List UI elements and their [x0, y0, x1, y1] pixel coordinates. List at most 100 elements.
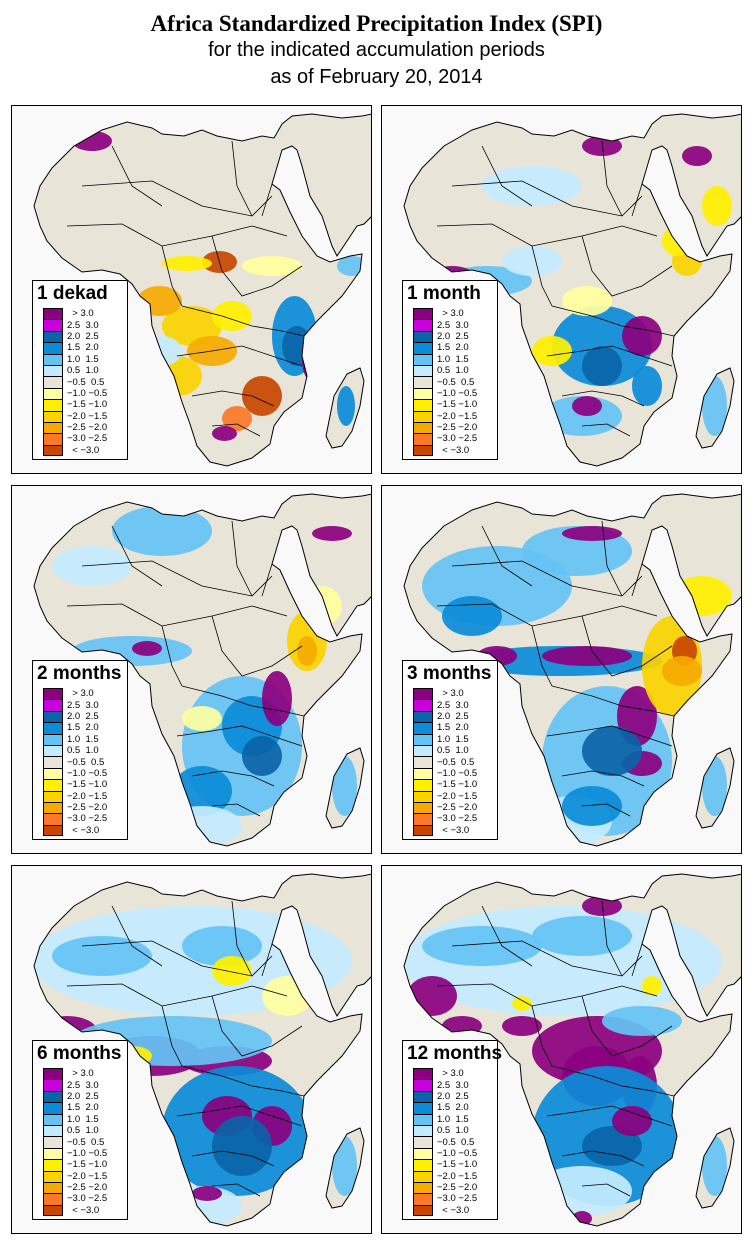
legend-entry: −2.5 −2.0 [413, 801, 493, 814]
legend-label: −1.0 −0.5 [67, 387, 108, 399]
legend-entry: > 3.0 [43, 1068, 123, 1080]
spi-anomaly-region [532, 1166, 632, 1216]
spi-anomaly-region [582, 1126, 642, 1166]
legend-swatch [43, 1090, 63, 1103]
country-border [176, 1105, 303, 1127]
spi-panel: 12 months > 3.0 2.5 3.0 2.0 2.5 1.5 2.0 1.0 … [381, 865, 742, 1234]
legend-swatch [43, 790, 63, 802]
legend-label: −0.5 0.5 [67, 1136, 105, 1148]
legend-swatch [43, 722, 63, 734]
legend-entry: 2.5 3.0 [43, 699, 123, 711]
country-border [546, 725, 673, 747]
country-border [111, 905, 163, 967]
spi-anomaly-region [662, 226, 692, 256]
spi-anomaly-region [632, 366, 662, 406]
legend-label: 1.0 1.5 [437, 733, 469, 745]
legend-label: 2.5 3.0 [437, 1079, 469, 1091]
country-border [161, 625, 183, 687]
madagascar-coastline [325, 367, 365, 449]
country-border [546, 345, 673, 367]
legend-entry: 2.5 3.0 [43, 319, 123, 331]
legend-entry: −2.0 −1.5 [413, 1170, 493, 1182]
legend-entry: −2.0 −1.5 [43, 410, 123, 422]
legend-label: 2.5 3.0 [67, 1079, 99, 1091]
legend-label: −1.0 −0.5 [437, 767, 478, 779]
legend-entry: −3.0 −2.5 [43, 813, 123, 825]
legend-label: −0.5 0.5 [67, 756, 105, 768]
legend-swatch [413, 399, 433, 411]
spi-anomaly-region [702, 1136, 727, 1196]
legend-entry: −0.5 0.5 [413, 1136, 493, 1148]
legend-label: 1.5 2.0 [67, 342, 99, 354]
legend-label: −1.0 −0.5 [437, 387, 478, 399]
legend-entry: −2.0 −1.5 [413, 790, 493, 802]
legend-label: −3.0 −2.5 [437, 433, 478, 445]
legend-entry: −2.5 −2.0 [43, 1181, 123, 1194]
legend-entry: 0.5 1.0 [413, 1124, 493, 1137]
country-border [481, 905, 533, 967]
spi-anomaly-region [702, 376, 727, 436]
country-border [261, 943, 273, 977]
country-border [211, 615, 303, 677]
legend-entry: 1.0 1.5 [413, 1113, 493, 1125]
legend-swatch [413, 1193, 433, 1205]
legend-entry: 0.5 1.0 [43, 364, 123, 377]
legend-entry: 0.5 1.0 [413, 364, 493, 377]
legend-entry: −2.5 −2.0 [413, 421, 493, 434]
legend-entry: −2.5 −2.0 [413, 1181, 493, 1194]
country-border [601, 520, 623, 597]
legend-entry: 1.5 2.0 [43, 342, 123, 354]
legend-entry: −1.0 −0.5 [43, 387, 123, 400]
legend-label: 0.5 1.0 [437, 1125, 469, 1137]
legend-swatch [43, 353, 63, 365]
legend-entry: 2.0 2.5 [43, 1090, 123, 1103]
spi-anomaly-region [242, 256, 302, 276]
spi-anomaly-region [152, 356, 202, 396]
spi-anomaly-region [242, 376, 282, 416]
legend-swatch [413, 1124, 433, 1137]
legend-entry: −1.5 −1.0 [43, 399, 123, 411]
country-border [481, 145, 533, 207]
country-border [561, 770, 645, 787]
spi-anomaly-region [522, 1156, 552, 1176]
country-border [191, 390, 275, 407]
spi-anomaly-region [672, 576, 732, 616]
legend-swatch [43, 801, 63, 814]
legend-entry: −3.0 −2.5 [413, 433, 493, 445]
country-border [231, 900, 253, 977]
legend-entry: −0.5 0.5 [413, 756, 493, 768]
legend-label: > 3.0 [437, 688, 464, 700]
legend-label: −0.5 0.5 [437, 1136, 475, 1148]
legend-swatch [413, 1170, 433, 1182]
legend-label: < −3.0 [437, 444, 470, 456]
coastline [33, 493, 371, 847]
legend-entry: < −3.0 [43, 444, 123, 457]
legend-label: 2.5 3.0 [67, 699, 99, 711]
legend-swatch [413, 444, 433, 457]
legend-label: 0.5 1.0 [437, 745, 469, 757]
legend-swatch [413, 433, 433, 445]
legend-entry: 2.5 3.0 [413, 699, 493, 711]
legend-entry: 1.0 1.5 [413, 733, 493, 745]
country-border [261, 563, 273, 597]
legend-swatch [43, 1147, 63, 1160]
spi-anomaly-region [502, 1016, 542, 1036]
country-border [531, 1005, 553, 1067]
spi-anomaly-region [132, 641, 162, 656]
spi-anomaly-region [142, 336, 182, 366]
legend-entry: 2.5 3.0 [43, 1079, 123, 1091]
legend-swatch [413, 1079, 433, 1091]
madagascar-coastline [325, 747, 365, 829]
legend-swatch [413, 733, 433, 745]
legend-swatch [43, 308, 63, 320]
legend-entry: 1.5 2.0 [43, 1102, 123, 1114]
country-border [211, 803, 261, 817]
legend-swatch [43, 1102, 63, 1114]
legend-entry: −3.0 −2.5 [413, 1193, 493, 1205]
legend-entry: −1.5 −1.0 [413, 399, 493, 411]
spi-anomaly-region [337, 386, 355, 426]
coastline [403, 113, 741, 467]
country-border [551, 685, 675, 717]
spi-anomaly-region [242, 736, 282, 776]
legend-entry: 2.0 2.5 [413, 330, 493, 343]
